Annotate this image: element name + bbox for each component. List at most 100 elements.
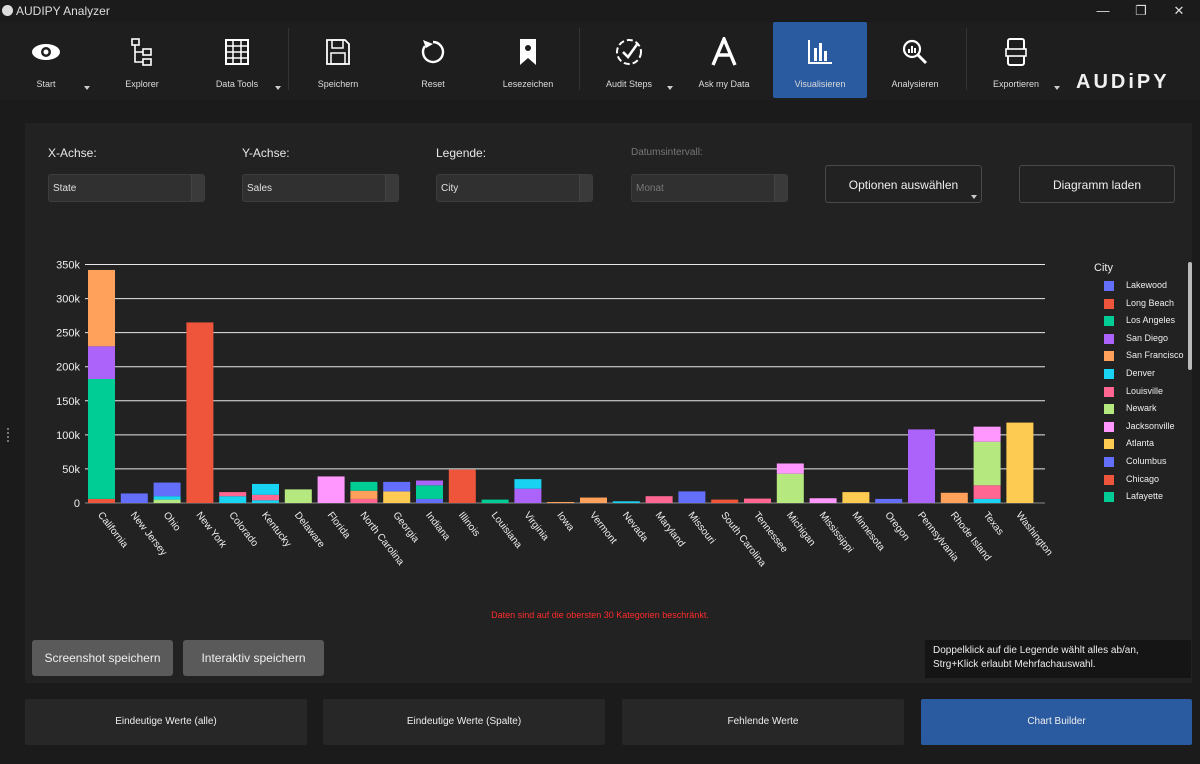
- toolbar-label: Lesezeichen: [502, 79, 554, 89]
- legend-swatch: [1104, 474, 1114, 485]
- legend-swatch: [1104, 439, 1114, 450]
- toolbar-bookmark-button[interactable]: Lesezeichen: [482, 22, 574, 98]
- save-screenshot-button[interactable]: Screenshot speichern: [32, 640, 173, 676]
- legend-label: San Diego: [1126, 332, 1169, 343]
- ai-letter-icon: [678, 36, 770, 68]
- combo-arrow-icon[interactable]: [191, 175, 204, 201]
- app-eye-icon: [2, 5, 13, 16]
- legend-label: San Francisco: [1126, 350, 1184, 361]
- tab-unique-values-all[interactable]: Eindeutige Werte (alle): [25, 699, 307, 745]
- x-axis-value: State: [53, 183, 77, 194]
- bookmark-icon: [482, 36, 574, 68]
- maximize-button[interactable]: ❐: [1135, 3, 1147, 18]
- check-circle-icon: [583, 36, 675, 68]
- legend-scrollbar[interactable]: [1188, 262, 1192, 370]
- eye-icon: [0, 36, 92, 68]
- toolbar-analyze-button[interactable]: Analysieren: [869, 22, 961, 98]
- load-chart-button[interactable]: Diagramm laden: [1019, 165, 1175, 203]
- legend-field-label: Legende:: [436, 146, 487, 160]
- chevron-down-icon[interactable]: [84, 86, 90, 90]
- legend-label: Denver: [1126, 368, 1156, 378]
- minimize-button[interactable]: —: [1096, 3, 1110, 18]
- combo-arrow-icon: [774, 175, 787, 201]
- legend-swatch: [1104, 281, 1114, 291]
- toolbar-label: Exportieren: [992, 79, 1040, 89]
- toolbar-separator: [579, 28, 580, 90]
- sidebar-grip-icon[interactable]: [7, 428, 11, 442]
- save-interactive-label: Interaktiv speichern: [201, 651, 306, 665]
- toolbar-label: Reset: [421, 79, 445, 89]
- legend-hint-text: Doppelklick auf die Legende wählt alles …: [925, 640, 1191, 678]
- select-options-button[interactable]: Optionen auswählen: [825, 165, 982, 203]
- x-axis-select[interactable]: State: [48, 174, 205, 202]
- tab-label: Eindeutige Werte (alle): [115, 716, 217, 727]
- legend-swatch: [1104, 333, 1114, 344]
- legend-label: Lakewood: [1126, 280, 1168, 290]
- title-bar: AUDIPY Analyzer — ❐ ✕: [0, 0, 1200, 22]
- toolbar-label: Ask my Data: [698, 79, 750, 89]
- load-chart-label: Diagramm laden: [1052, 178, 1142, 192]
- legend-swatch: [1104, 421, 1114, 432]
- toolbar-audit-steps-button[interactable]: Audit Steps: [583, 22, 675, 98]
- chevron-down-icon[interactable]: [275, 86, 281, 90]
- toolbar-label: Visualisieren: [794, 79, 846, 89]
- brand-logo: AUDiPY: [1076, 71, 1170, 93]
- reset-icon: [387, 36, 479, 68]
- toolbar-export-button[interactable]: Exportieren: [970, 22, 1062, 98]
- export-icon: [970, 36, 1062, 68]
- legend-value: City: [441, 183, 459, 194]
- y-axis-select[interactable]: Sales: [242, 174, 399, 202]
- legend-label: Lafayette: [1126, 491, 1164, 502]
- toolbar-label: Start: [36, 79, 56, 89]
- date-interval-label: Datumsintervall:: [631, 147, 703, 158]
- legend-swatch: [1104, 404, 1114, 415]
- legend-swatch: [1104, 386, 1114, 397]
- toolbar-ask-my-data-button[interactable]: Ask my Data: [678, 22, 770, 98]
- legend-label: Atlanta: [1126, 438, 1155, 449]
- y-axis-value: Sales: [247, 183, 273, 194]
- legend-select[interactable]: City: [436, 174, 593, 202]
- chevron-down-icon[interactable]: [667, 86, 673, 90]
- legend-swatch: [1104, 298, 1114, 309]
- toolbar-visualize-button[interactable]: Visualisieren: [773, 22, 867, 98]
- toolbar-start-button[interactable]: Start: [0, 22, 92, 98]
- tab-chart-builder[interactable]: Chart Builder: [921, 699, 1192, 745]
- chevron-down-icon[interactable]: [1054, 86, 1060, 90]
- combo-arrow-icon[interactable]: [385, 175, 398, 201]
- toolbar-save-button[interactable]: Speichern: [292, 22, 384, 98]
- legend-title: City: [1094, 262, 1113, 274]
- legend-swatch: [1104, 492, 1114, 503]
- legend-label: Columbus: [1126, 456, 1167, 466]
- toolbar-explorer-button[interactable]: Explorer: [96, 22, 188, 98]
- legend-label: Newark: [1126, 403, 1157, 414]
- x-axis-label: X-Achse:: [48, 146, 97, 160]
- combo-arrow-icon[interactable]: [579, 175, 592, 201]
- select-options-label: Optionen auswählen: [848, 178, 959, 192]
- save-interactive-button[interactable]: Interaktiv speichern: [183, 640, 324, 676]
- legend-swatch: [1104, 457, 1114, 467]
- toolbar-label: Data Tools: [215, 79, 259, 89]
- toolbar-data-tools-button[interactable]: Data Tools: [191, 22, 283, 98]
- floppy-icon: [292, 36, 384, 68]
- toolbar-label: Audit Steps: [605, 79, 653, 89]
- toolbar-separator: [966, 28, 967, 90]
- toolbar-separator: [288, 28, 289, 90]
- ribbon-toolbar: Start Explorer Data Tools Speichern Rese…: [0, 22, 1200, 100]
- save-screenshot-label: Screenshot speichern: [44, 651, 161, 665]
- legend-swatch: [1104, 351, 1114, 362]
- date-interval-select: Monat: [631, 174, 788, 202]
- tab-label: Eindeutige Werte (Spalte): [406, 716, 522, 727]
- category-limit-warning: Daten sind auf die obersten 30 Kategorie…: [491, 610, 709, 620]
- legend-label: Jacksonville: [1126, 420, 1175, 431]
- close-button[interactable]: ✕: [1173, 3, 1185, 18]
- chevron-down-icon: [971, 195, 977, 199]
- bar-chart-icon: [773, 36, 867, 68]
- y-axis-label: Y-Achse:: [242, 146, 290, 160]
- table-icon: [191, 36, 283, 68]
- toolbar-label: Speichern: [317, 79, 359, 89]
- toolbar-reset-button[interactable]: Reset: [387, 22, 479, 98]
- tab-label: Chart Builder: [1027, 716, 1086, 727]
- legend-label: Long Beach: [1126, 297, 1175, 308]
- tab-unique-values-column[interactable]: Eindeutige Werte (Spalte): [323, 699, 605, 745]
- tab-missing-values[interactable]: Fehlende Werte: [622, 699, 904, 745]
